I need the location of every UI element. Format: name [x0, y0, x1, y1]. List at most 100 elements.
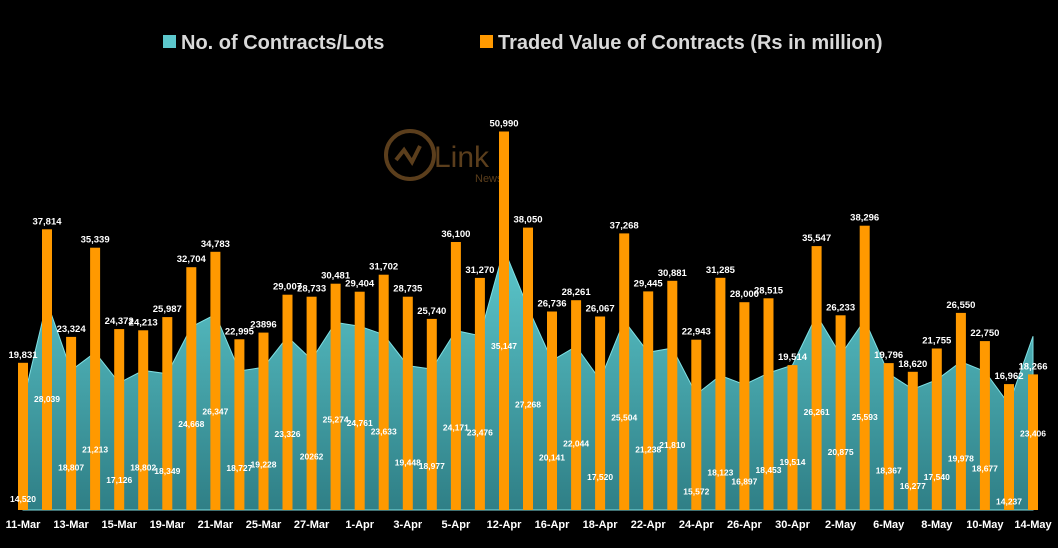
traded-value-bar: [739, 302, 750, 510]
traded-value-bar: [883, 363, 894, 510]
bar-data-label: 24,213: [129, 317, 158, 328]
traded-value-bar: [811, 246, 822, 510]
traded-value-bar: [90, 247, 101, 510]
x-tick-label: 30-Apr: [775, 519, 811, 531]
bar-data-label: 19,796: [874, 350, 903, 361]
bar-data-label: 38,296: [850, 213, 879, 224]
area-data-label: 20262: [300, 452, 324, 462]
bar-data-label: 24,372: [105, 316, 134, 327]
bar-data-label: 28,515: [754, 285, 784, 296]
traded-value-bar: [186, 267, 197, 510]
traded-value-bar: [378, 274, 389, 510]
bar-data-label: 18,620: [898, 359, 927, 370]
traded-value-bar: [330, 283, 341, 510]
bar-series: [18, 131, 1038, 511]
x-axis-tick-labels: 11-Mar 13-Mar 15-Mar 19-Mar 21-Mar 25-Mar 27-M…: [6, 519, 1053, 531]
traded-value-bar: [643, 291, 654, 510]
bar-data-label: 23896: [250, 320, 276, 331]
bar-data-label: 28,000: [730, 289, 759, 300]
area-data-label: 18,453: [756, 465, 782, 475]
traded-value-bar: [619, 233, 630, 510]
area-data-label: 26,261: [804, 407, 830, 417]
traded-value-bar: [210, 251, 221, 511]
traded-value-bar: [114, 329, 125, 510]
traded-value-bar: [859, 225, 870, 510]
link-logo-icon: [384, 129, 436, 181]
area-data-label: 18,123: [707, 468, 733, 478]
x-tick-label: 25-Mar: [246, 519, 282, 531]
x-tick-label: 13-Mar: [53, 519, 89, 531]
traded-value-bar: [138, 330, 149, 510]
traded-value-bar: [907, 371, 918, 510]
bar-data-label: 38,050: [513, 215, 542, 226]
area-data-label: 14,520: [10, 494, 36, 504]
area-data-labels: 14,52028,03918,80721,21317,12618,80218,3…: [10, 341, 1046, 506]
bar-data-label: 31,285: [706, 265, 736, 276]
traded-value-bar: [835, 315, 846, 510]
bar-data-label: 19,514: [778, 352, 808, 363]
x-tick-label: 19-Mar: [150, 519, 186, 531]
traded-value-bar: [499, 131, 509, 510]
bar-data-label: 22,750: [970, 328, 999, 339]
legend-label-traded-value: Traded Value of Contracts (Rs in million…: [498, 32, 883, 54]
area-data-label: 24,171: [443, 423, 469, 433]
watermark-logo: Link News: [384, 129, 503, 185]
traded-value-bar: [787, 365, 798, 510]
area-data-label: 21,810: [659, 440, 685, 450]
traded-value-bar: [402, 296, 413, 510]
x-tick-label: 2-May: [825, 519, 857, 531]
area-data-label: 24,761: [347, 418, 373, 428]
legend: No. of Contracts/Lots Traded Value of Co…: [163, 32, 883, 54]
area-data-label: 24,668: [178, 419, 204, 429]
area-data-label: 19,978: [948, 454, 974, 464]
area-data-label: 23,326: [275, 429, 301, 439]
area-data-label: 20,141: [539, 453, 565, 463]
area-data-label: 17,540: [924, 472, 950, 482]
x-tick-label: 1-Apr: [345, 519, 374, 531]
x-tick-label: 24-Apr: [679, 519, 715, 531]
link-logo-wave: [394, 145, 422, 166]
area-data-label: 16,277: [900, 481, 926, 491]
bar-data-label: 37,268: [610, 220, 639, 231]
x-tick-label: 8-May: [921, 519, 953, 531]
area-data-label: 35,147: [491, 341, 517, 351]
bar-data-label: 28,735: [393, 284, 423, 295]
bar-data-label: 50,990: [489, 119, 518, 130]
bar-data-label: 26,067: [586, 304, 615, 315]
bar-data-label: 23,324: [57, 324, 87, 335]
area-data-label: 17,126: [106, 475, 132, 485]
legend-swatch-contracts: [163, 35, 176, 48]
bar-data-label: 21,755: [922, 336, 952, 347]
area-data-label: 19,514: [780, 457, 806, 467]
bar-data-label: 28,261: [562, 287, 592, 298]
area-data-label: 15,572: [683, 486, 709, 496]
traded-value-bar: [667, 280, 678, 510]
bar-data-label: 35,547: [802, 233, 831, 244]
bar-data-label: 29,007: [273, 282, 302, 293]
traded-value-bar: [258, 332, 269, 510]
traded-value-bar: [715, 277, 726, 510]
traded-value-bar: [282, 294, 293, 510]
x-tick-label: 10-May: [966, 519, 1004, 531]
area-data-label: 23,476: [467, 428, 493, 438]
bar-data-label: 36,100: [441, 229, 470, 240]
bar-data-label: 26,550: [946, 300, 975, 311]
traded-value-bar: [354, 291, 365, 510]
area-data-label: 27,268: [515, 400, 541, 410]
traded-value-bar: [691, 339, 702, 510]
traded-value-bar: [1028, 374, 1038, 510]
watermark-text: Link: [434, 141, 490, 174]
area-data-label: 25,274: [323, 414, 349, 424]
bar-data-label: 32,704: [177, 254, 207, 265]
area-data-label: 21,213: [82, 445, 108, 455]
bar-data-label: 28,733: [297, 284, 326, 295]
x-tick-label: 11-Mar: [6, 519, 42, 531]
bar-data-label: 37,814: [32, 216, 62, 227]
area-data-label: 28,039: [34, 394, 60, 404]
x-tick-label: 16-Apr: [535, 519, 571, 531]
area-data-label: 18,977: [419, 461, 445, 471]
x-tick-label: 12-Apr: [487, 519, 523, 531]
area-data-label: 23,406: [1020, 428, 1046, 438]
